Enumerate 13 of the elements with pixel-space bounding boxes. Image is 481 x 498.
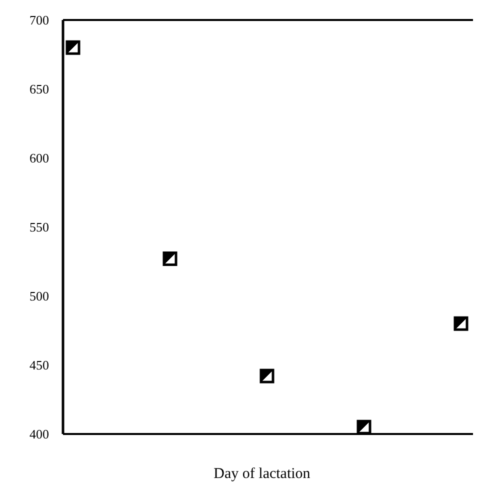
- y-tick-label: 700: [30, 12, 49, 28]
- y-tick-label: 400: [30, 426, 49, 442]
- y-tick-label: 600: [30, 150, 49, 166]
- x-axis-title: Day of lactation: [214, 466, 311, 482]
- point: [66, 40, 80, 55]
- point: [260, 368, 274, 384]
- y-tick-label: 550: [30, 220, 49, 235]
- y-tick-label: 450: [30, 358, 49, 373]
- point: [454, 316, 468, 331]
- point: [356, 420, 372, 434]
- y-tick-label: 500: [30, 288, 49, 304]
- y-tick-label: 650: [30, 82, 49, 97]
- point: [162, 251, 178, 266]
